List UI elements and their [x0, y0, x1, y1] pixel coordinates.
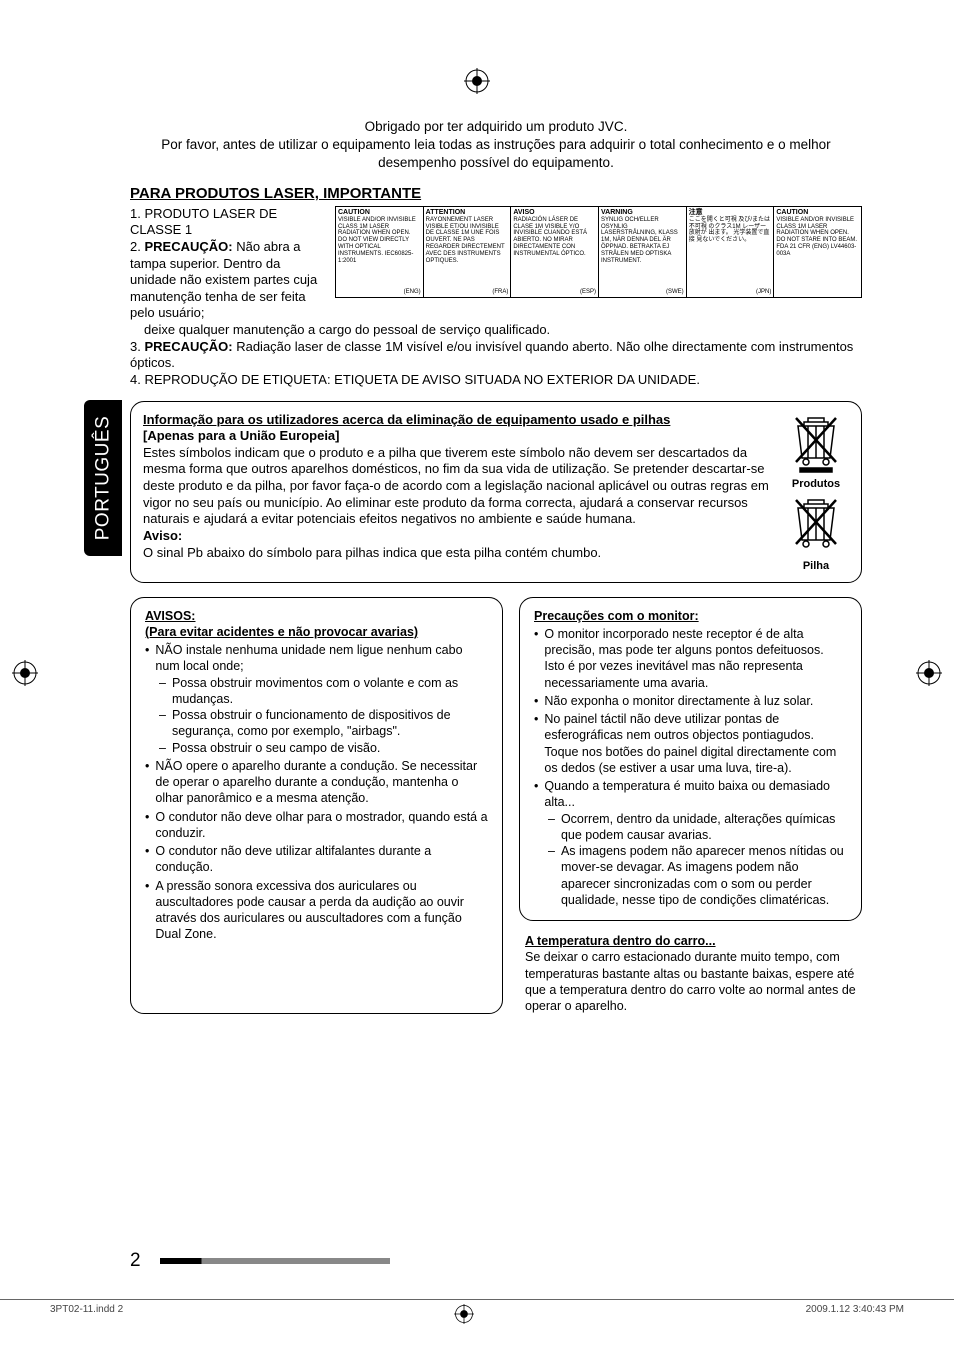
- language-tab-label: PORTUGUÊS: [92, 416, 114, 541]
- crop-mark-footer: [454, 1304, 474, 1324]
- prec-b2: Não exponha o monitor directamente à luz…: [544, 693, 813, 709]
- bin-label-product: Produtos: [792, 478, 840, 490]
- prec-b4: Quando a temperatura é muito baixa ou de…: [544, 778, 847, 811]
- avisos-box: AVISOS: (Para evitar acidentes e não pro…: [130, 597, 503, 1015]
- intro-line-2: Por favor, antes de utilizar o equipamen…: [130, 136, 862, 154]
- avisos-b2: NÃO opere o aparelho durante a condução.…: [155, 758, 488, 807]
- precaucoes-title: Precauções com o monitor:: [534, 608, 847, 624]
- bin-label-battery: Pilha: [803, 560, 829, 572]
- avisos-b1c: Possa obstruir o seu campo de visão.: [172, 740, 380, 756]
- crop-mark-top: [464, 68, 490, 97]
- footer-right: 2009.1.12 3:40:43 PM: [806, 1304, 904, 1324]
- disposal-aviso-label: Aviso:: [143, 528, 771, 545]
- avisos-subtitle: (Para evitar acidentes e não provocar av…: [145, 624, 488, 640]
- language-tab: PORTUGUÊS: [84, 400, 122, 556]
- avisos-title: AVISOS:: [145, 608, 488, 624]
- laser-item-4: 4. REPRODUÇÃO DE ETIQUETA: ETIQUETA DE A…: [130, 372, 862, 389]
- laser-warning-label: CAUTIONVISIBLE AND/OR INVISIBLE CLASS 1M…: [335, 206, 862, 298]
- page-content: Obrigado por ter adquirido um produto JV…: [0, 0, 954, 1074]
- disposal-subtitle: [Apenas para a União Europeia]: [143, 428, 771, 445]
- prec-b1: O monitor incorporado neste receptor é d…: [544, 626, 847, 691]
- intro-line-3: desempenho possível do equipamento.: [130, 154, 862, 172]
- laser-item-1: 1. PRODUTO LASER DE CLASSE 1: [130, 206, 325, 239]
- footer: 3PT02-11.indd 2 2009.1.12 3:40:43 PM: [0, 1299, 954, 1324]
- prec-b3: No painel táctil não deve utilizar ponta…: [544, 711, 847, 776]
- precaucoes-box: Precauções com o monitor: •O monitor inc…: [519, 597, 862, 922]
- laser-item-2-cont: deixe qualquer manutenção a cargo do pes…: [130, 322, 862, 339]
- prec-b4b: As imagens podem não aparecer menos níti…: [561, 843, 847, 908]
- laser-text-left: 1. PRODUTO LASER DE CLASSE 1 2. PRECAUÇÃ…: [130, 206, 325, 322]
- disposal-paragraph: Estes símbolos indicam que o produto e a…: [143, 445, 771, 528]
- avisos-b3: O condutor não deve olhar para o mostrad…: [155, 809, 488, 842]
- laser-item-2: 2. PRECAUÇÃO: Não abra a tampa superior.…: [130, 239, 325, 322]
- intro-line-1: Obrigado por ter adquirido um produto JV…: [130, 118, 862, 136]
- temperature-block: A temperatura dentro do carro... Se deix…: [519, 933, 862, 1014]
- avisos-b4: O condutor não deve utilizar altifalante…: [155, 843, 488, 876]
- laser-item-3: 3. PRECAUÇÃO: Radiação laser de classe 1…: [130, 339, 862, 372]
- page-number: 2: [130, 1250, 141, 1272]
- page-number-bar: [160, 1258, 390, 1264]
- avisos-b1b: Possa obstruir o funcionamento de dispos…: [172, 707, 488, 740]
- footer-left: 3PT02-11.indd 2: [50, 1304, 123, 1324]
- temp-title: A temperatura dentro do carro...: [525, 933, 856, 949]
- prec-b4a: Ocorrem, dentro da unidade, alterações q…: [561, 811, 847, 844]
- laser-section-title: PARA PRODUTOS LASER, IMPORTANTE: [130, 185, 862, 202]
- disposal-aviso-text: O sinal Pb abaixo do símbolo para pilhas…: [143, 545, 771, 562]
- crop-mark-left: [12, 660, 38, 689]
- bin-icon-battery: [790, 494, 842, 556]
- temp-body: Se deixar o carro estacionado durante mu…: [525, 949, 856, 1014]
- avisos-b1: NÃO instale nenhuma unidade nem ligue ne…: [155, 642, 488, 675]
- crop-mark-right: [916, 660, 942, 689]
- bin-icon-product: [790, 412, 842, 474]
- avisos-b1a: Possa obstruir movimentos com o volante …: [172, 675, 488, 708]
- disposal-info-box: Informação para os utilizadores acerca d…: [130, 401, 862, 583]
- intro-text: Obrigado por ter adquirido um produto JV…: [130, 118, 862, 173]
- disposal-title: Informação para os utilizadores acerca d…: [143, 412, 771, 429]
- avisos-b5: A pressão sonora excessiva dos auricular…: [155, 878, 488, 943]
